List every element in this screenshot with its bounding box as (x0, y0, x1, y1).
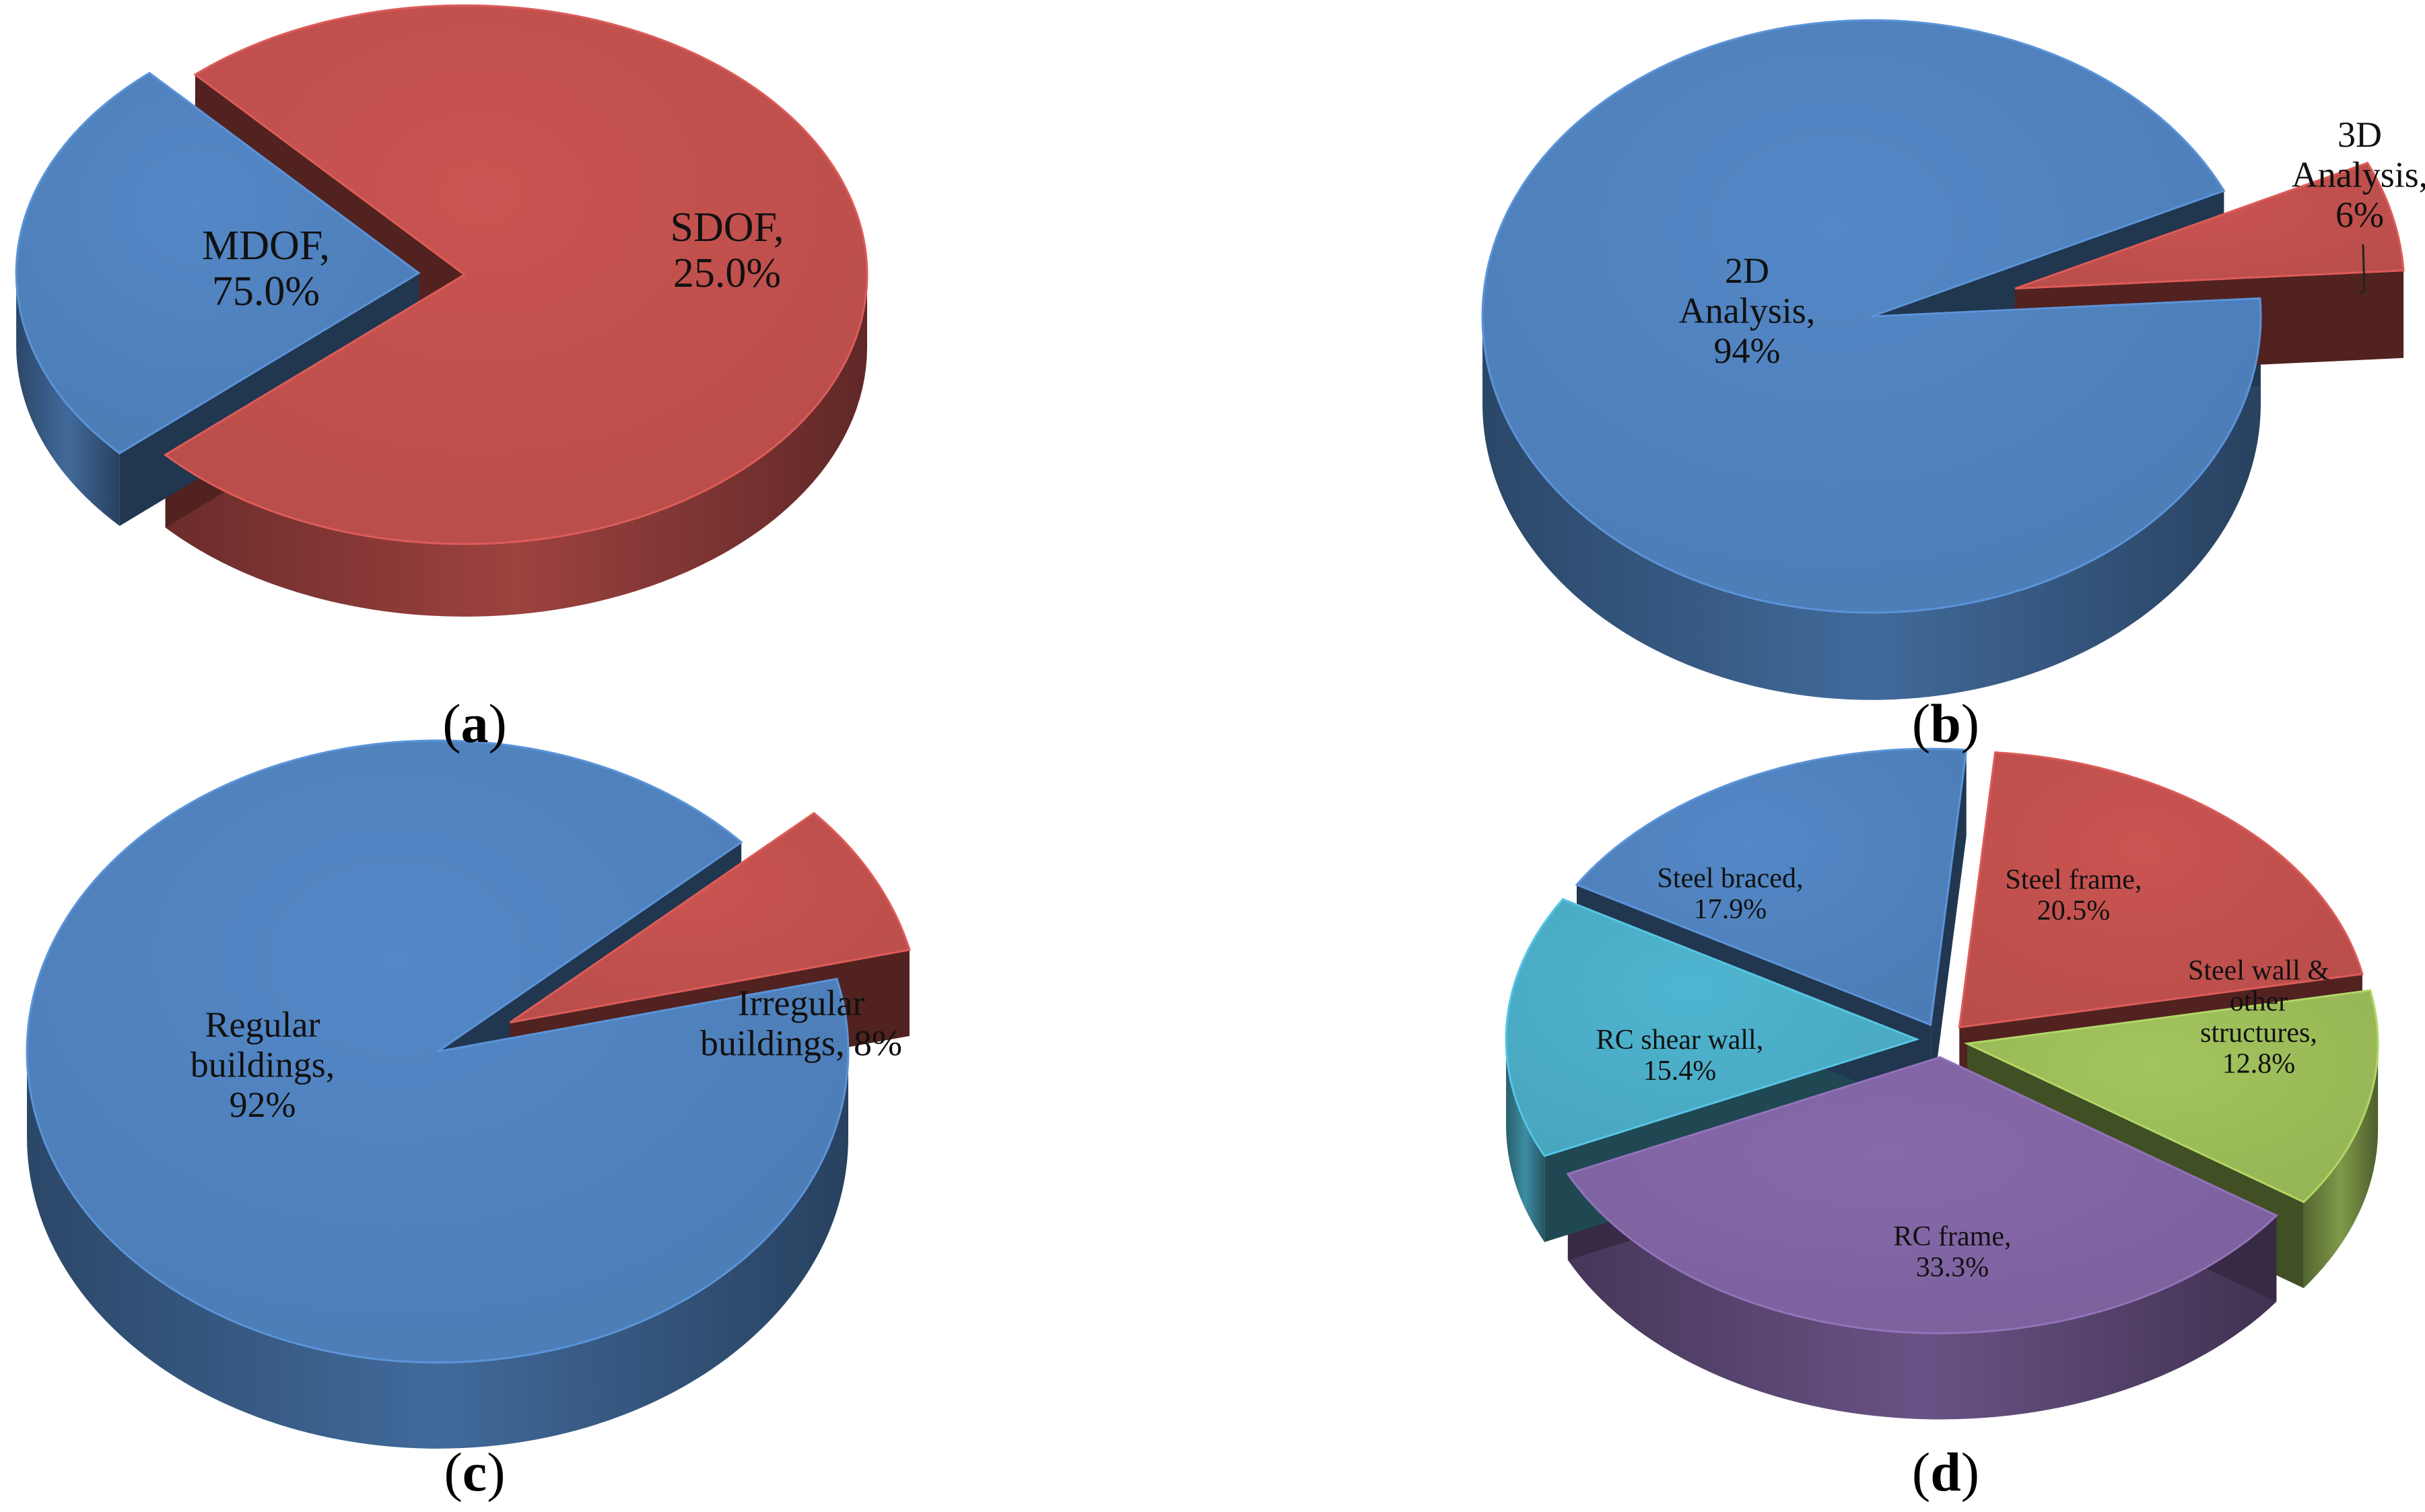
pie-b-slice-0 (1481, 19, 2262, 614)
pie-d-label-0: Steel frame, 20.5% (2006, 864, 2142, 926)
pie-d-slice-1 (1963, 989, 2379, 1204)
pie-b-label-1: 3D Analysis, 6% (2292, 114, 2425, 235)
pie-a-label-1: SDOF, 25.0% (670, 205, 784, 296)
panel-caption-a: (a) (442, 693, 507, 754)
pie-c-slice-0 (26, 739, 850, 1364)
pie-d-slice-3 (1505, 897, 1920, 1157)
pie-d-label-3: RC shear wall, 15.4% (1596, 1025, 1763, 1087)
pie-d-label-4: Steel braced, 17.9% (1658, 863, 1804, 925)
pie-b-side-0 (1482, 316, 2261, 700)
pie-d-slice-0 (1958, 751, 2364, 1029)
pie-d-side-1 (2303, 1043, 2379, 1288)
pie-d-side-3 (1506, 1039, 1545, 1243)
pie-c-label-1: Irregular buildings, 8% (700, 983, 902, 1063)
pie-d-wall-4 (1930, 749, 1967, 1111)
panel-caption-c: (c) (444, 1441, 505, 1503)
pie-chart-b: 2D Analysis, 94% 3D Analysis, 6% (1481, 19, 2425, 700)
pie-a-slice-0 (163, 4, 868, 545)
pie-c-label-0: Regular buildings, 92% (191, 1004, 335, 1125)
pie-d-slice-4 (1575, 747, 1968, 1027)
pie-b-slice-1 (2014, 162, 2405, 290)
pie-chart-c: Regular buildings, 92% Irregular buildings, … (26, 739, 911, 1449)
pie-a-slice-1 (15, 71, 421, 455)
pie-d-label-2: RC frame, 33.3% (1894, 1221, 2012, 1283)
panel-caption-b: (b) (1912, 693, 1979, 754)
pie-d-label-1: Steel wall & other structures, 12.8% (2188, 955, 2329, 1080)
pie-b-label-0: 2D Analysis, 94% (1679, 250, 1816, 371)
pie-chart-a: MDOF, 75.0% SDOF, 25.0% (15, 4, 868, 617)
pie-d-side-2 (1567, 1173, 2277, 1420)
pie-a-side-1 (16, 273, 120, 526)
panel-caption-d: (d) (1912, 1441, 1979, 1503)
pie-c-slice-1 (509, 811, 911, 1024)
pie-chart-d: Steel frame, 20.5% Steel wall & other struct… (1505, 747, 2379, 1420)
pie-a-label-0: MDOF, 75.0% (202, 223, 330, 314)
leader-line (2359, 244, 2366, 295)
pie-d-slice-2 (1566, 1056, 2278, 1334)
pie-c-side-0 (27, 1052, 848, 1449)
